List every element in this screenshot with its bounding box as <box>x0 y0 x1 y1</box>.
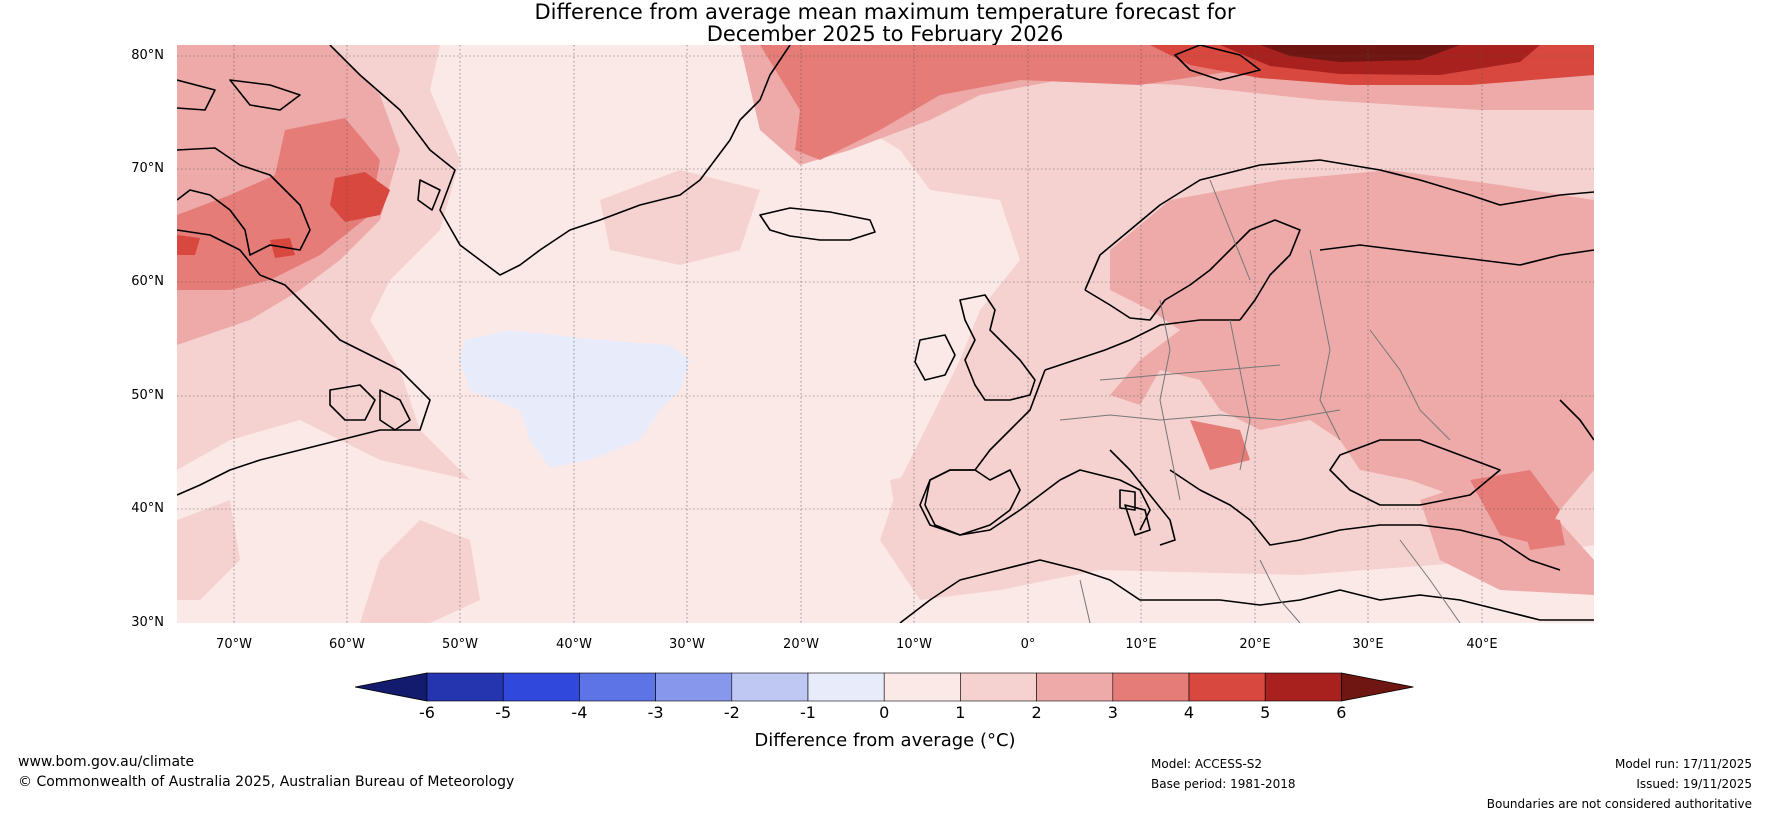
lon-label-60w: 60°W <box>329 637 365 652</box>
colorbar-tick: -5 <box>495 703 512 722</box>
colorbar-tick: 2 <box>1031 703 1042 722</box>
coastlines <box>177 45 1594 623</box>
lat-label-30n: 30°N <box>131 615 164 630</box>
colorbar-tick: 3 <box>1107 703 1118 722</box>
title-line-2: December 2025 to February 2026 <box>706 22 1064 46</box>
anomaly-field <box>177 45 1594 623</box>
colorbar-swatch <box>883 672 961 702</box>
lon-label-20e: 20°E <box>1239 637 1271 652</box>
lat-label-70n: 70°N <box>131 161 164 176</box>
footer-copyright: © Commonwealth of Australia 2025, Austra… <box>18 774 515 790</box>
colorbar-swatch <box>426 672 504 702</box>
lon-label-10w: 10°W <box>896 637 932 652</box>
colorbar-swatch <box>1188 672 1266 702</box>
colorbar-tick: 6 <box>1336 703 1347 722</box>
colorbar-tick: -6 <box>419 703 435 722</box>
lon-label-10e: 10°E <box>1125 637 1157 652</box>
lon-label-20w: 20°W <box>783 637 819 652</box>
lon-label-70w: 70°W <box>216 637 252 652</box>
colorbar-swatch <box>579 672 656 702</box>
anomaly-minus-1-to-0 <box>460 330 690 468</box>
footer-disclaimer: Boundaries are not considered authoritat… <box>1486 797 1752 811</box>
lon-label-50w: 50°W <box>442 637 478 652</box>
colorbar-tick: 4 <box>1183 703 1195 722</box>
colorbar-tick: 1 <box>955 703 966 722</box>
colorbar-tick: -3 <box>647 703 664 722</box>
colorbar-swatch <box>502 672 580 702</box>
graticule <box>177 45 1594 623</box>
country-borders <box>1059 179 1461 623</box>
lon-label-0: 0° <box>1020 637 1036 652</box>
footer-model: Model: ACCESS-S2 <box>1151 757 1263 771</box>
lat-label-50n: 50°N <box>131 388 164 403</box>
colorbar-tick: 0 <box>879 703 890 722</box>
footer-base-period: Base period: 1981-2018 <box>1151 777 1296 791</box>
colorbar-swatch <box>1036 672 1114 702</box>
title-line-1: Difference from average mean maximum tem… <box>534 0 1236 24</box>
lon-label-40e: 40°E <box>1466 637 1498 652</box>
footer-model-run: Model run: 17/11/2025 <box>1614 757 1752 771</box>
anomaly-above-6 <box>1260 45 1460 62</box>
lon-label-40w: 40°W <box>556 637 592 652</box>
colorbar-tick: -4 <box>571 703 588 722</box>
colorbar-arrow-low <box>354 672 428 702</box>
lat-label-40n: 40°N <box>131 501 164 516</box>
colorbar-tick: -1 <box>800 703 816 722</box>
colorbar-swatch <box>1264 672 1342 702</box>
colorbar-swatch <box>807 672 885 702</box>
colorbar <box>354 672 1414 702</box>
lat-label-80n: 80°N <box>131 48 164 63</box>
anomaly-3-to-4 <box>177 45 1565 550</box>
colorbar-arrow-high <box>1341 672 1414 702</box>
colorbar-swatch <box>731 672 809 702</box>
footer-url: www.bom.gov.au/climate <box>18 754 195 770</box>
colorbar-label: Difference from average (°C) <box>754 730 1016 751</box>
colorbar-swatch <box>655 672 733 702</box>
lon-label-30e: 30°E <box>1352 637 1384 652</box>
colorbar-swatch <box>1112 672 1190 702</box>
colorbar-tick: -2 <box>723 703 740 722</box>
lat-label-60n: 60°N <box>131 274 164 289</box>
footer-issued: Issued: 19/11/2025 <box>1636 777 1752 791</box>
colorbar-tick: 5 <box>1260 703 1271 722</box>
lon-label-30w: 30°W <box>669 637 705 652</box>
colorbar-swatch <box>960 672 1037 702</box>
